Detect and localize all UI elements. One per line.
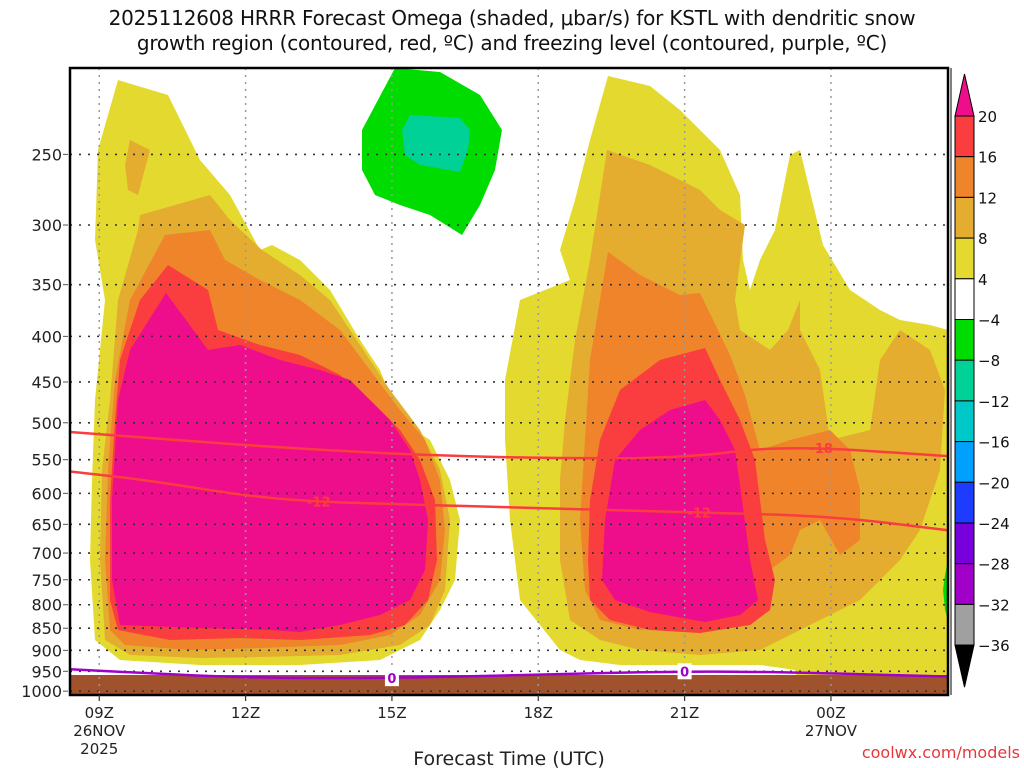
y-tick-label-950: 950 — [31, 662, 62, 681]
plot-frame — [68, 66, 950, 697]
contour-label-dgz-minus12: -12 — [307, 496, 331, 511]
colorbar-label: −8 — [978, 352, 1000, 370]
x-axis-label: Forecast Time (UTC) — [413, 748, 604, 768]
contour-dgz-minus18 — [70, 430, 948, 460]
colorbar-label: −24 — [978, 515, 1010, 533]
colorbar-label: 16 — [978, 149, 997, 167]
y-tick-label-850: 850 — [31, 619, 62, 638]
colorbar-bin — [954, 196, 975, 239]
colorbar-bin — [954, 237, 975, 280]
y-tick-label-500: 500 — [31, 414, 62, 433]
colorbar-bin — [954, 522, 975, 565]
y-tick-label-600: 600 — [31, 484, 62, 503]
contour-label-bg — [677, 663, 692, 680]
x-tick-date-00Z: 27NOV — [805, 722, 858, 740]
y-tick-label-800: 800 — [31, 596, 62, 615]
colorbar-bottom-arrow — [954, 644, 975, 688]
plot-area: -18 -12 -12 0 0 — [70, 68, 948, 695]
x-tick-label-21Z: 21Z — [670, 704, 699, 722]
colorbar-bin — [954, 359, 975, 402]
omega-region-downdraft-12 — [402, 115, 470, 172]
colorbar-bin — [954, 278, 975, 320]
x-tick-date-09Z: 26NOV — [73, 722, 126, 740]
colorbar-label: −32 — [978, 596, 1010, 614]
colorbar-label: −36 — [978, 637, 1010, 655]
colorbar-bin — [954, 603, 975, 646]
colorbar-label: −4 — [978, 312, 1000, 330]
x-tick-label-12Z: 12Z — [231, 704, 260, 722]
contour-dgz-minus12 — [70, 470, 948, 532]
y-tick-label-400: 400 — [31, 327, 62, 346]
colorbar-bin — [954, 115, 975, 158]
y-tick-label-650: 650 — [31, 515, 62, 534]
y-tick-label-700: 700 — [31, 544, 62, 563]
y-tick-label-250: 250 — [31, 145, 62, 164]
chart-title-line-1: 2025112608 HRRR Forecast Omega (shaded, … — [108, 6, 916, 30]
watermark-link[interactable]: coolwx.com/models — [862, 743, 1020, 762]
y-tick-label-350: 350 — [31, 276, 62, 295]
colorbar-label: 8 — [978, 230, 988, 248]
contour-label-freezing-level-0C: 0 — [680, 665, 689, 680]
y-tick-label-450: 450 — [31, 373, 62, 392]
colorbar-bin — [954, 319, 975, 361]
contour-label-bg — [384, 670, 399, 687]
colorbar-legend: 20 16 12 8 4 −4 −8 −12 −16 −20 −24 −28 −32 −36 — [950, 68, 1010, 695]
x-tick-label-00Z: 00Z — [816, 704, 845, 722]
y-tick-label-1000: 1000 — [21, 682, 62, 701]
colorbar-label: −12 — [978, 393, 1010, 411]
contour-label-dgz-minus12: -12 — [687, 507, 711, 522]
colorbar-label: −20 — [978, 474, 1010, 492]
colorbar-label: 20 — [978, 108, 997, 126]
colorbar-bin — [954, 400, 975, 443]
colorbar-bin — [954, 563, 975, 605]
x-tick-year-09Z: 2025 — [80, 740, 118, 758]
contour-label-dgz-minus18: -18 — [809, 442, 833, 457]
contour-freezing-level-0C — [70, 667, 948, 680]
contour-label-freezing-level-0C: 0 — [387, 672, 396, 687]
y-tick-label-900: 900 — [31, 641, 62, 660]
terrain-fill — [70, 675, 948, 695]
chart-title: 2025112608 HRRR Forecast Omega (shaded, … — [0, 6, 1024, 56]
colorbar-label: −16 — [978, 434, 1010, 452]
y-axis: 250 300 350 400 450 500 550 600 650 700 750 800 850 9… — [21, 145, 68, 701]
x-tick-label-09Z: 09Z — [85, 704, 114, 722]
y-tick-label-750: 750 — [31, 571, 62, 590]
y-tick-label-550: 550 — [31, 451, 62, 470]
x-tick-label-18Z: 18Z — [524, 704, 553, 722]
omega-region-cell1-20 — [112, 293, 428, 632]
contour-lines: -18 -12 -12 0 0 — [70, 430, 948, 687]
colorbar-top-arrow — [954, 73, 975, 117]
colorbar-bin — [954, 481, 975, 524]
colorbar-label: 12 — [978, 189, 997, 207]
colorbar-label: 4 — [978, 271, 988, 289]
x-tick-label-15Z: 15Z — [377, 704, 406, 722]
chart-title-line-2: growth region (contoured, red, ºC) and f… — [136, 31, 888, 55]
colorbar-label: −28 — [978, 556, 1010, 574]
y-tick-label-300: 300 — [31, 216, 62, 235]
colorbar-bin — [954, 156, 975, 198]
colorbar-bin — [954, 441, 975, 483]
